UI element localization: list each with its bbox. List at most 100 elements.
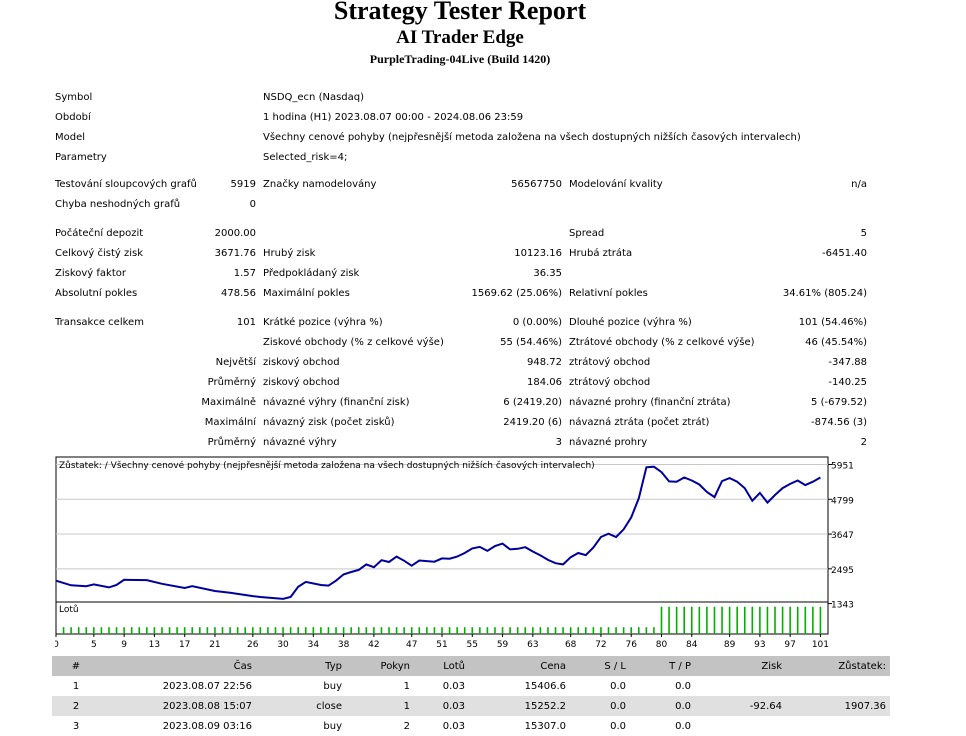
x-tick-label: 17 (179, 640, 190, 649)
mismatch-label: Chyba neshodných grafů (55, 199, 181, 210)
chart-frame (55, 456, 829, 608)
ticks-value: 56567750 (511, 179, 562, 190)
max-consec-wins-value: 6 (2419.20) (503, 397, 562, 408)
table-cell: 1907.36 (786, 696, 890, 716)
x-tick-label: 80 (656, 640, 668, 649)
period-label: Období (55, 112, 91, 123)
x-tick-label: 13 (149, 640, 160, 649)
deposit-label: Počáteční depozit (55, 228, 144, 239)
deals-column-header: Pokyn (346, 656, 414, 676)
spread-label: Spread (569, 228, 605, 239)
ticks-label: Značky namodelovány (263, 179, 377, 190)
table-cell: 2023.08.08 15:07 (100, 696, 256, 716)
table-cell: 0.0 (630, 696, 695, 716)
table-cell: 15252.2 (469, 696, 570, 716)
y-tick-label: 1343 (831, 601, 854, 611)
max-consec-losses-label: návazné prohry (finanční ztráta) (569, 397, 731, 408)
table-cell: 0.0 (675, 720, 691, 732)
max-consec-loss-label: návazná ztráta (počet ztrát) (569, 417, 710, 428)
max-consec-losses-value: 5 (-679.52) (811, 397, 867, 408)
x-tick-label: 5 (91, 640, 97, 649)
table-cell: 1 (403, 680, 410, 692)
y-tick-label: 5951 (831, 462, 854, 472)
table-cell: 0.0 (570, 696, 630, 716)
relative-drawdown-label: Relativní pokles (569, 288, 648, 299)
table-cell: close (256, 696, 346, 716)
deals-column-header: Cena (469, 656, 570, 676)
table-cell (786, 716, 890, 736)
table-cell: 15307.0 (524, 720, 566, 732)
x-tick-label: 97 (784, 640, 795, 649)
x-tick-label: 93 (754, 640, 765, 649)
table-cell: 0.03 (442, 680, 465, 692)
model-value: Všechny cenové pohyby (nejpřesnější meto… (263, 132, 801, 143)
maximal-drawdown-label: Maximální pokles (263, 288, 350, 299)
average2-label: Průměrný (207, 437, 256, 448)
x-tick-label: 68 (565, 640, 577, 649)
absolute-drawdown-label: Absolutní pokles (55, 288, 138, 299)
x-tick-label: 84 (686, 640, 698, 649)
balance-chart: 1343 2495 3647 4799 5951 Zůstatek: / Všechny … (55, 456, 854, 611)
deals-column-header: T / P (630, 656, 695, 676)
deals-column-header: Zisk (695, 656, 786, 676)
y-tick-label: 4799 (831, 496, 854, 506)
table-cell: 0.03 (414, 696, 469, 716)
report-title: Strategy Tester Report (333, 0, 587, 25)
table-cell (695, 676, 786, 696)
average-profit-value: 184.06 (527, 377, 562, 388)
avg-consec-wins-value: 3 (555, 437, 562, 448)
maximal-label: Maximálně (201, 397, 256, 408)
average-profit-label: ziskový obchod (263, 377, 340, 388)
table-cell: 0.03 (442, 720, 465, 732)
total-trades-label: Transakce celkem (55, 317, 144, 328)
x-tick-label: 76 (625, 640, 637, 649)
x-tick-label: 63 (527, 640, 538, 649)
y-tick-label: 2495 (831, 566, 854, 576)
long-positions-label: Dlouhé pozice (výhra %) (569, 317, 692, 328)
avg-consec-losses-value: 2 (860, 437, 867, 448)
gross-profit-value: 10123.16 (514, 248, 562, 259)
balance-series-line (55, 465, 821, 600)
x-tick-label: 0 (55, 640, 59, 649)
table-cell: 2023.08.09 03:16 (162, 720, 252, 732)
table-cell (786, 676, 890, 696)
table-cell: 1 (72, 680, 80, 692)
table-cell: 2 (403, 720, 410, 732)
deals-column-header: # (52, 656, 100, 676)
table-cell: 0.0 (675, 680, 691, 692)
maximal-drawdown-value: 1569.62 (25.06%) (471, 288, 562, 299)
largest-loss-label: ztrátový obchod (569, 357, 651, 368)
total-trades-value: 101 (236, 317, 256, 328)
chart-title: Zůstatek: / Všechny cenové pohyby (nejpř… (59, 460, 595, 471)
absolute-drawdown-value: 478.56 (221, 288, 256, 299)
short-positions-label: Krátké pozice (výhra %) (263, 317, 383, 328)
x-tick-label: 59 (497, 640, 509, 649)
x-tick-label: 34 (308, 640, 320, 649)
table-cell (695, 716, 786, 736)
x-tick-label: 89 (724, 640, 736, 649)
symbol-value: NSDQ_ecn (Nasdaq) (263, 92, 365, 103)
x-tick-label: 30 (277, 640, 289, 649)
net-profit-label: Celkový čistý zisk (55, 248, 144, 259)
table-cell: -92.64 (695, 696, 786, 716)
table-row: 1 2023.08.07 22:56 buy 1 0.03 15406.6 0.0 0.0 (52, 676, 890, 696)
avg-consec-losses-label: návazné prohry (569, 437, 648, 448)
net-profit-value: 3671.76 (214, 248, 256, 259)
gross-loss-label: Hrubá ztráta (569, 248, 633, 259)
x-tick-label: 9 (121, 640, 127, 649)
deals-column-header: Typ (256, 656, 346, 676)
gross-loss-value: -6451.40 (822, 248, 867, 259)
x-tick-label: 26 (247, 640, 259, 649)
expected-payoff-value: 36.35 (533, 268, 562, 279)
deals-column-header: Čas (100, 656, 256, 676)
long-positions-value: 101 (54.46%) (798, 317, 867, 328)
table-cell: 0.0 (610, 680, 626, 692)
params-value: Selected_risk=4; (263, 152, 348, 163)
bars-value: 5919 (230, 179, 256, 190)
x-tick-label: 51 (436, 640, 447, 649)
table-cell: 2023.08.07 22:56 (162, 680, 252, 692)
table-cell: buy (323, 680, 342, 692)
params-label: Parametry (55, 152, 107, 163)
